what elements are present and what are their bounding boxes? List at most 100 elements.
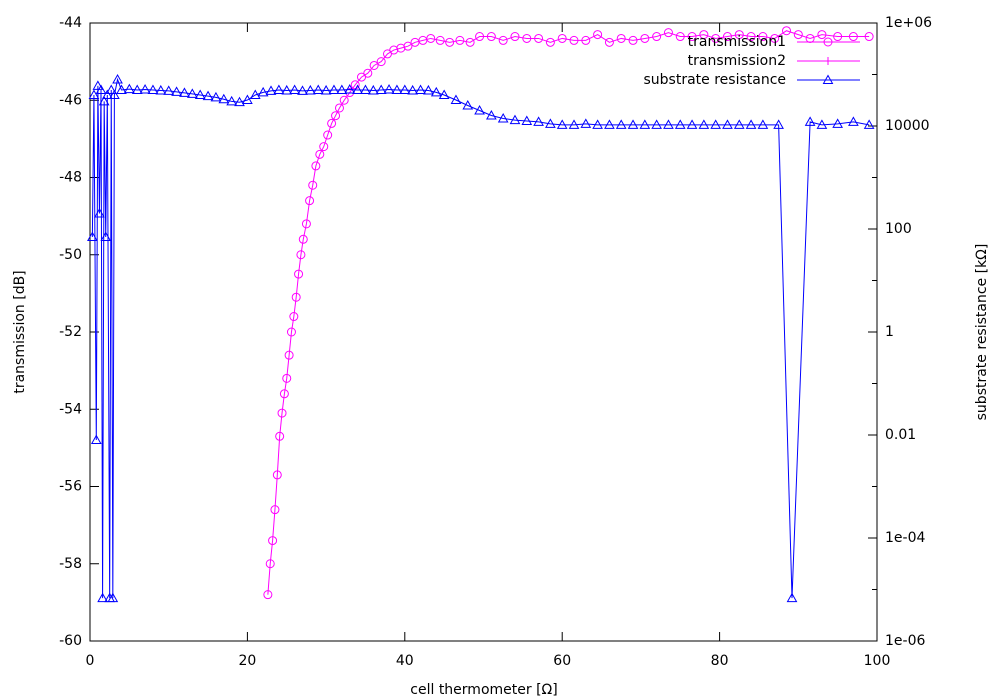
point (399, 84, 411, 95)
point (770, 33, 780, 43)
point (282, 373, 292, 383)
point (804, 116, 816, 126)
point (639, 119, 651, 129)
point (462, 99, 474, 110)
point (257, 86, 269, 97)
point (686, 119, 698, 129)
point (793, 30, 803, 40)
point (139, 84, 151, 94)
point (616, 33, 626, 43)
point (498, 35, 508, 45)
point (435, 35, 445, 45)
point (426, 33, 436, 43)
point (97, 592, 108, 603)
y2-tick-label: 1e+06 (885, 15, 932, 31)
series (263, 26, 874, 600)
point (87, 231, 98, 241)
point (210, 91, 222, 102)
point (628, 35, 638, 45)
point (863, 119, 875, 129)
point (297, 85, 308, 95)
point (699, 30, 709, 40)
point (376, 57, 386, 67)
point (327, 118, 337, 128)
point (675, 32, 685, 42)
y2-axis-label: substrate resistance [kΩ] (974, 244, 990, 421)
point (331, 111, 341, 121)
point (465, 37, 475, 47)
point (786, 592, 798, 603)
y2-tick-label: 0.01 (885, 427, 916, 443)
series (87, 73, 875, 603)
point (339, 95, 349, 105)
point (336, 84, 348, 95)
point (289, 312, 299, 322)
point (320, 84, 332, 95)
point (389, 45, 399, 55)
point (202, 90, 214, 101)
y-tick-label: -50 (59, 247, 82, 263)
y-tick-label: -46 (59, 92, 82, 108)
point (95, 84, 107, 95)
point (864, 32, 874, 42)
point (155, 84, 167, 95)
y2-tick-label: 1e-04 (885, 530, 925, 546)
point (615, 119, 627, 129)
point (298, 234, 308, 244)
point (438, 89, 450, 99)
point (781, 26, 791, 36)
point (123, 83, 135, 94)
point (698, 119, 710, 129)
point (415, 84, 426, 95)
y-tick-label: -58 (59, 556, 82, 572)
point (722, 119, 733, 129)
point (268, 536, 278, 546)
point (277, 408, 287, 418)
point (832, 118, 844, 128)
point (627, 119, 639, 129)
point (112, 73, 123, 84)
y-tick-label: -48 (59, 170, 82, 186)
point (569, 35, 579, 45)
point (510, 32, 520, 42)
point (281, 84, 293, 95)
point (833, 32, 843, 42)
point (344, 84, 356, 94)
point (234, 96, 245, 107)
point (663, 28, 673, 38)
point (391, 84, 403, 95)
point (109, 89, 120, 99)
point (294, 269, 304, 279)
series-line (267, 30, 870, 595)
point (757, 119, 769, 129)
point (270, 505, 280, 515)
point (107, 592, 119, 603)
y-tick-label: -60 (59, 633, 82, 649)
y-tick-label: -44 (59, 15, 82, 31)
point (263, 590, 273, 600)
point (116, 84, 127, 95)
point (848, 116, 859, 126)
point (710, 119, 722, 129)
point (533, 116, 544, 126)
point (90, 434, 102, 444)
point (171, 86, 182, 96)
point (312, 84, 324, 95)
point (674, 119, 686, 129)
point (352, 84, 363, 95)
point (745, 119, 757, 129)
legend-label: transmission2 (688, 53, 786, 69)
point (423, 84, 434, 95)
point (249, 89, 261, 99)
legend-label: transmission1 (688, 34, 786, 50)
point (568, 119, 580, 129)
point (593, 30, 603, 40)
point (652, 32, 662, 42)
point (226, 95, 238, 106)
point (273, 84, 285, 95)
point (286, 327, 296, 337)
point (289, 84, 300, 95)
x-tick-label: 100 (864, 653, 891, 669)
point (651, 119, 662, 129)
